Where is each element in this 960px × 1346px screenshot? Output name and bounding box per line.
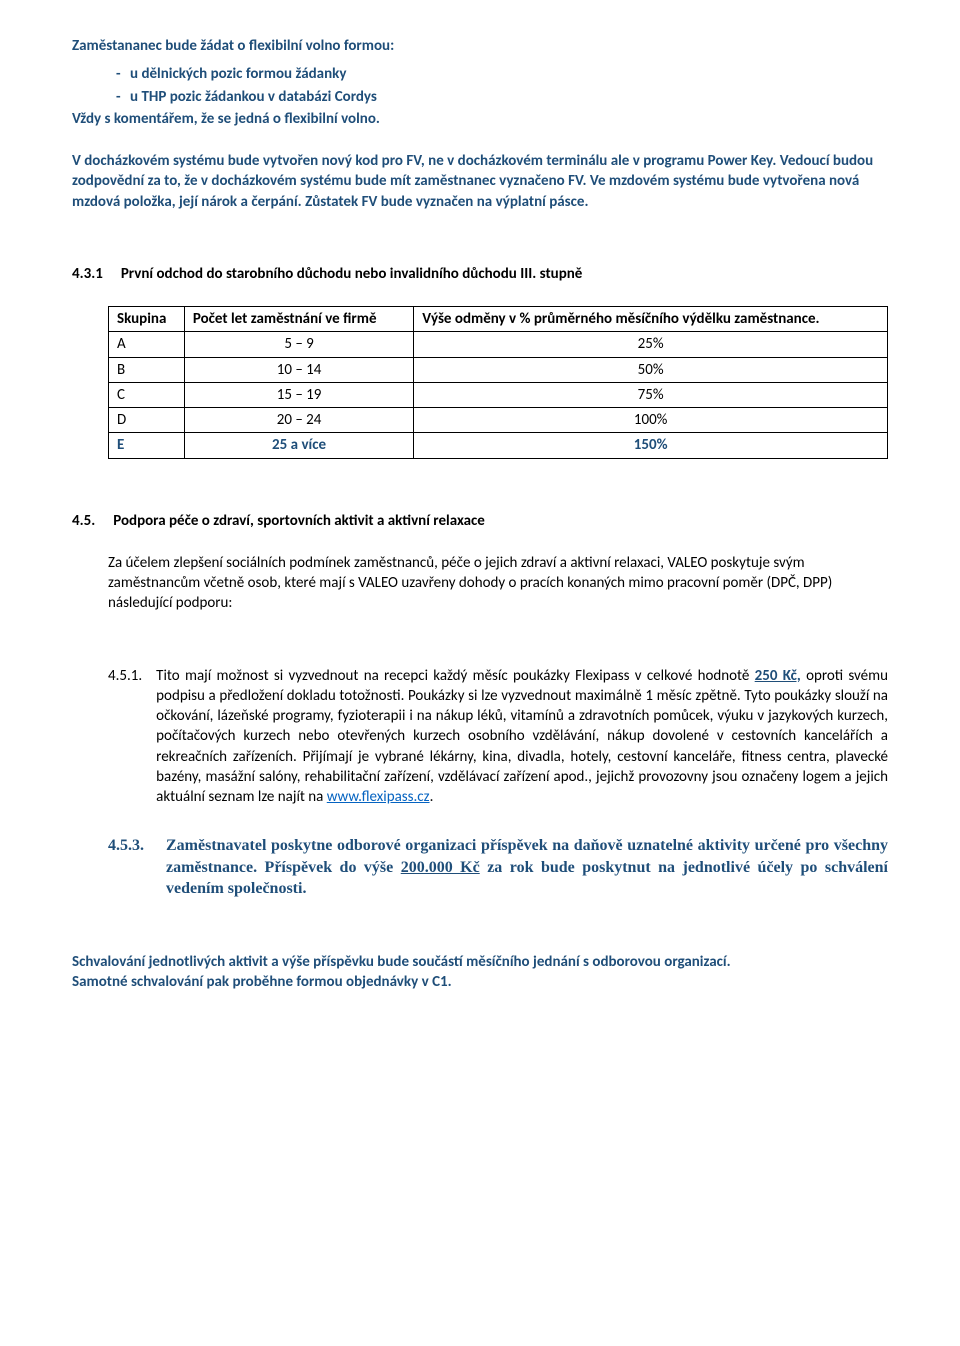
heading-45-num: 4.5. bbox=[72, 511, 95, 531]
para-451-b: oproti svému podpisu a předložení doklad… bbox=[156, 667, 888, 807]
para-451-body: Tito mají možnost si vyzvednout na recep… bbox=[156, 666, 888, 808]
table-431: Skupina Počet let zaměstnání ve firmě Vý… bbox=[108, 306, 888, 459]
para-451-amount: 250 Kč, bbox=[755, 667, 801, 685]
table-row: A5 – 925% bbox=[109, 332, 888, 357]
th-pocet: Počet let zaměstnání ve firmě bbox=[184, 307, 413, 332]
para-451-a: Tito mají možnost si vyzvednout na recep… bbox=[156, 667, 755, 685]
para-451-num: 4.5.1. bbox=[108, 666, 142, 808]
table-row: B10 – 1450% bbox=[109, 357, 888, 382]
th-skupina: Skupina bbox=[109, 307, 185, 332]
table-row: D20 – 24100% bbox=[109, 408, 888, 433]
para-453-amount: 200.000 Kč bbox=[401, 859, 480, 876]
heading-431: 4.3.1 První odchod do starobního důchodu… bbox=[72, 264, 888, 284]
th-vyse: Výše odměny v % průměrného měsíčního výd… bbox=[414, 307, 888, 332]
intro-title: Zaměstananec bude žádat o flexibilní vol… bbox=[72, 36, 888, 56]
heading-45: 4.5. Podpora péče o zdraví, sportovních … bbox=[72, 511, 888, 531]
table-cell: E bbox=[109, 433, 185, 458]
table-row: C15 – 1975% bbox=[109, 382, 888, 407]
table-cell: A bbox=[109, 332, 185, 357]
intro-para2a: V docházkovém systému bude vytvořen nový… bbox=[72, 152, 751, 170]
para-453-body: Zaměstnavatel poskytne odborové organiza… bbox=[166, 835, 888, 900]
table-cell: 75% bbox=[414, 382, 888, 407]
intro-para2: V docházkovém systému bude vytvořen nový… bbox=[72, 151, 888, 212]
table-cell: C bbox=[109, 382, 185, 407]
table-cell: 150% bbox=[414, 433, 888, 458]
para-453: 4.5.3. Zaměstnavatel poskytne odborové o… bbox=[72, 835, 888, 900]
para-45: Za účelem zlepšení sociálních podmínek z… bbox=[72, 553, 888, 614]
para-451: 4.5.1. Tito mají možnost si vyzvednout n… bbox=[72, 666, 888, 808]
intro-para2b: Key bbox=[751, 152, 773, 170]
table-cell: 100% bbox=[414, 408, 888, 433]
table-cell: B bbox=[109, 357, 185, 382]
intro-bullet: u THP pozic žádankou v databázi Cordys bbox=[130, 87, 888, 107]
table-cell: 5 – 9 bbox=[184, 332, 413, 357]
table-cell: 25% bbox=[414, 332, 888, 357]
para-451-tail: . bbox=[430, 788, 434, 806]
heading-431-title: První odchod do starobního důchodu nebo … bbox=[121, 264, 583, 284]
footer-line1: Schvalování jednotlivých aktivit a výše … bbox=[72, 952, 888, 972]
table-cell: 10 – 14 bbox=[184, 357, 413, 382]
footer-line2: Samotné schvalování pak proběhne formou … bbox=[72, 972, 888, 992]
table-body: A5 – 925%B10 – 1450%C15 – 1975%D20 – 241… bbox=[109, 332, 888, 458]
flexipass-link[interactable]: www.flexipass.cz bbox=[327, 788, 430, 806]
heading-45-title: Podpora péče o zdraví, sportovních aktiv… bbox=[113, 511, 485, 531]
intro-bullets: u dělnických pozic formou žádanky u THP p… bbox=[72, 64, 888, 107]
para-453-num: 4.5.3. bbox=[108, 835, 144, 900]
table-cell: 50% bbox=[414, 357, 888, 382]
table-row: E25 a více150% bbox=[109, 433, 888, 458]
table-cell: 20 – 24 bbox=[184, 408, 413, 433]
table-cell: 15 – 19 bbox=[184, 382, 413, 407]
table-cell: 25 a více bbox=[184, 433, 413, 458]
table-cell: D bbox=[109, 408, 185, 433]
table-header-row: Skupina Počet let zaměstnání ve firmě Vý… bbox=[109, 307, 888, 332]
intro-line2: Vždy s komentářem, že se jedná o flexibi… bbox=[72, 109, 888, 129]
heading-431-num: 4.3.1 bbox=[72, 264, 103, 284]
intro-bullet: u dělnických pozic formou žádanky bbox=[130, 64, 888, 84]
